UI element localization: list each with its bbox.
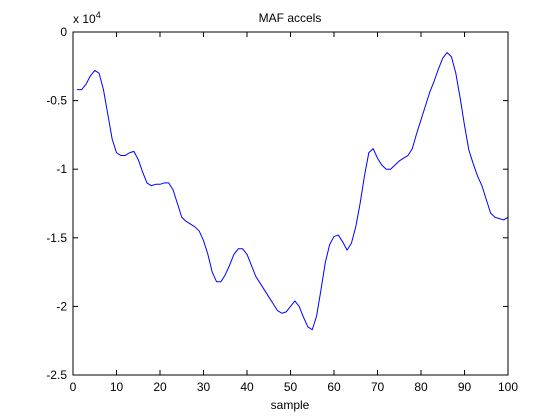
x-tick-label: 50 xyxy=(284,380,298,394)
chart-title: MAF accels xyxy=(259,11,322,25)
x-tick-label: 20 xyxy=(153,380,167,394)
x-tick-label: 100 xyxy=(498,380,518,394)
x-tick-label: 0 xyxy=(70,380,77,394)
y-axis-scale-label: x 104 xyxy=(73,10,101,26)
y-axis-ticks: 0 -0.5 -1 -1.5 -2 -2.5 xyxy=(46,25,508,382)
y-tick-label: 0 xyxy=(60,25,67,39)
y-tick-label: -2.5 xyxy=(46,368,67,382)
y-tick-label: -0.5 xyxy=(46,94,67,108)
y-tick-label: -1 xyxy=(56,162,67,176)
x-tick-label: 80 xyxy=(414,380,428,394)
x-axis-ticks: 0 10 20 30 40 50 60 70 80 90 100 xyxy=(70,32,518,394)
x-tick-label: 90 xyxy=(458,380,472,394)
x-tick-label: 70 xyxy=(371,380,385,394)
x-tick-label: 30 xyxy=(197,380,211,394)
plot-area xyxy=(73,32,508,375)
x-tick-label: 10 xyxy=(110,380,124,394)
x-axis-label: sample xyxy=(271,398,310,412)
y-tick-label: -1.5 xyxy=(46,231,67,245)
x-tick-label: 60 xyxy=(327,380,341,394)
plot-series-layer xyxy=(76,52,509,331)
y-tick-label: -2 xyxy=(56,299,67,313)
y-axis-scale-prefix: x 10 xyxy=(73,12,96,26)
series-line-1 xyxy=(76,52,509,331)
x-tick-label: 40 xyxy=(240,380,254,394)
y-axis-scale-exponent: 4 xyxy=(96,10,101,20)
